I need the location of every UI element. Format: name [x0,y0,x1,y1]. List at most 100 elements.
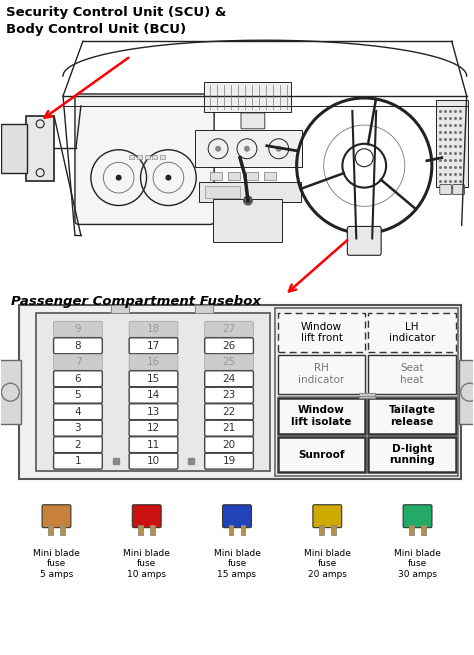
Circle shape [244,146,250,152]
FancyBboxPatch shape [205,338,254,354]
FancyBboxPatch shape [368,313,456,352]
Text: 26: 26 [222,341,236,351]
FancyBboxPatch shape [205,421,254,436]
FancyBboxPatch shape [48,525,53,535]
FancyBboxPatch shape [403,505,432,528]
Bar [153,155,157,159]
Text: Window
lift isolate: Window lift isolate [292,405,352,427]
Text: RH
indicator: RH indicator [298,364,345,385]
FancyBboxPatch shape [19,305,461,479]
FancyBboxPatch shape [359,392,374,398]
FancyBboxPatch shape [459,360,474,424]
Bar [228,172,240,179]
FancyBboxPatch shape [368,398,456,434]
Text: 13: 13 [147,407,160,417]
Text: 5: 5 [74,390,81,400]
FancyBboxPatch shape [54,371,102,386]
FancyBboxPatch shape [54,403,102,420]
Bar [145,155,149,159]
Circle shape [165,175,172,181]
Text: Window
lift front: Window lift front [301,322,343,343]
FancyBboxPatch shape [150,525,155,535]
Text: 25: 25 [222,357,236,367]
FancyBboxPatch shape [129,437,178,453]
Text: 27: 27 [222,324,236,334]
Text: 1: 1 [74,456,81,466]
FancyBboxPatch shape [278,437,365,472]
Text: Security Control Unit (SCU) &: Security Control Unit (SCU) & [6,7,227,20]
Text: 18: 18 [147,324,160,334]
FancyBboxPatch shape [1,124,27,173]
FancyBboxPatch shape [195,130,301,166]
FancyBboxPatch shape [205,453,254,469]
Text: Sunroof: Sunroof [298,450,345,460]
Bar [210,172,222,179]
Text: 10: 10 [147,456,160,466]
FancyBboxPatch shape [205,403,254,420]
Bar [137,155,142,159]
FancyBboxPatch shape [0,360,21,424]
Circle shape [215,146,221,152]
Text: 14: 14 [147,390,160,400]
Text: 16: 16 [147,357,160,367]
FancyBboxPatch shape [229,525,233,535]
Text: Mini blade
fuse
10 amps: Mini blade fuse 10 amps [123,549,170,579]
Text: Mini blade
fuse
20 amps: Mini blade fuse 20 amps [304,549,351,579]
FancyBboxPatch shape [440,185,452,195]
Bar [264,172,276,179]
FancyBboxPatch shape [205,322,254,337]
Text: Mini blade
fuse
5 amps: Mini blade fuse 5 amps [33,549,80,579]
FancyBboxPatch shape [347,227,381,255]
Bar [246,172,258,179]
FancyBboxPatch shape [54,338,102,354]
FancyBboxPatch shape [278,355,365,394]
FancyBboxPatch shape [54,421,102,436]
FancyBboxPatch shape [54,387,102,403]
Text: 6: 6 [74,374,81,384]
Text: 7: 7 [74,357,81,367]
Bar [205,185,240,198]
Text: Body Control Unit (BCU): Body Control Unit (BCU) [6,24,186,36]
FancyBboxPatch shape [129,354,178,370]
FancyBboxPatch shape [241,525,245,535]
FancyBboxPatch shape [368,355,456,394]
FancyBboxPatch shape [213,198,282,242]
FancyBboxPatch shape [278,313,365,352]
Text: 2: 2 [74,440,81,450]
Circle shape [243,196,253,206]
FancyBboxPatch shape [129,371,178,386]
Text: LH
indicator: LH indicator [389,322,435,343]
FancyBboxPatch shape [129,421,178,436]
Text: 3: 3 [74,423,81,433]
Text: Passenger Compartment Fusebox: Passenger Compartment Fusebox [11,295,261,308]
FancyBboxPatch shape [26,116,54,181]
FancyBboxPatch shape [421,525,426,535]
Text: 24: 24 [222,374,236,384]
FancyBboxPatch shape [54,322,102,337]
FancyBboxPatch shape [138,525,143,535]
FancyBboxPatch shape [129,453,178,469]
Text: 23: 23 [222,390,236,400]
FancyBboxPatch shape [42,505,71,528]
FancyBboxPatch shape [132,505,161,528]
FancyBboxPatch shape [60,525,65,535]
FancyBboxPatch shape [54,453,102,469]
FancyBboxPatch shape [205,437,254,453]
Text: 22: 22 [222,407,236,417]
Text: Mini blade
fuse
30 amps: Mini blade fuse 30 amps [394,549,441,579]
Text: D-light
running: D-light running [389,444,435,466]
FancyBboxPatch shape [436,100,468,187]
FancyBboxPatch shape [36,313,270,472]
Text: 17: 17 [147,341,160,351]
Text: 19: 19 [222,456,236,466]
FancyBboxPatch shape [223,505,251,528]
FancyBboxPatch shape [409,525,414,535]
FancyBboxPatch shape [313,505,342,528]
Text: 15: 15 [147,374,160,384]
Text: 12: 12 [147,423,160,433]
Text: 20: 20 [222,440,236,450]
FancyBboxPatch shape [331,525,336,535]
FancyBboxPatch shape [205,387,254,403]
FancyBboxPatch shape [204,82,291,112]
FancyBboxPatch shape [129,403,178,420]
